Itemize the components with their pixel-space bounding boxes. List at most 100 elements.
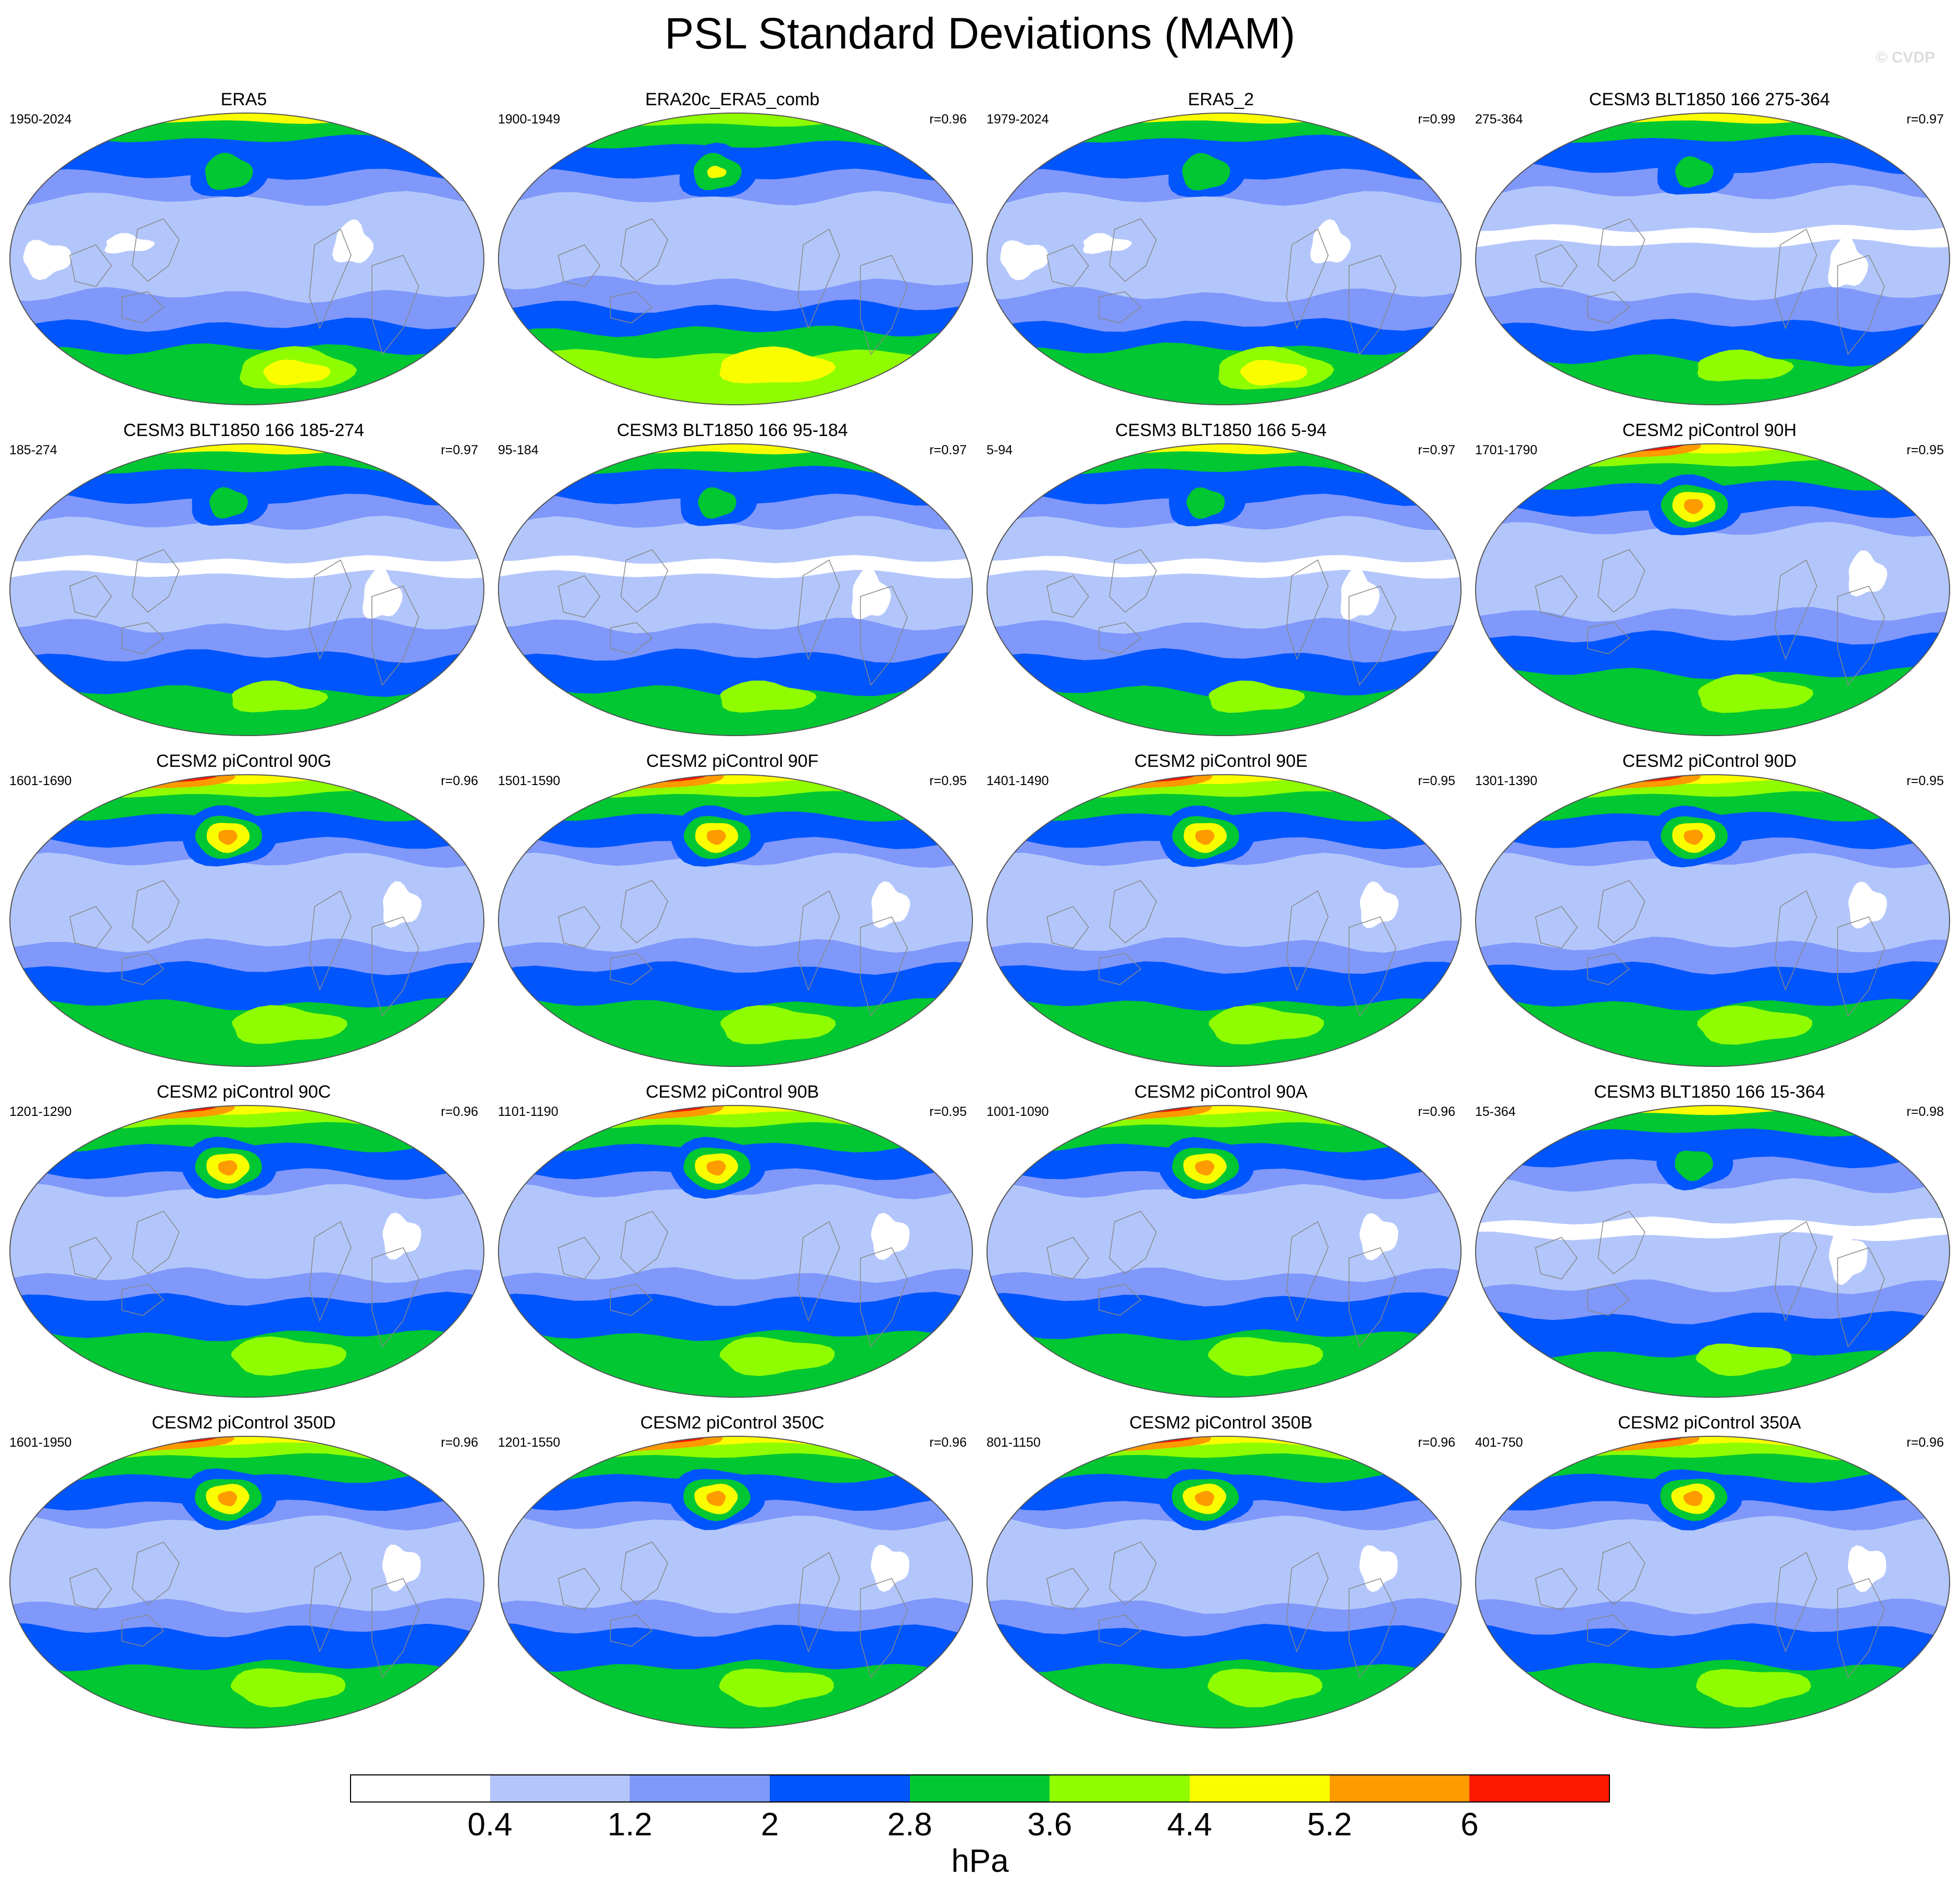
panel-correlation: r=0.97 bbox=[929, 443, 967, 457]
map-contour-plot bbox=[498, 1105, 973, 1398]
colorbar-swatch bbox=[1050, 1774, 1190, 1803]
map-contour-plot bbox=[1475, 1105, 1950, 1398]
coastline bbox=[1587, 953, 1630, 985]
contour-region bbox=[1476, 444, 1950, 455]
map-outline bbox=[498, 443, 973, 736]
contour-region bbox=[1849, 550, 1888, 596]
coastline bbox=[1349, 1247, 1396, 1348]
panel-years: 1601-1690 bbox=[9, 774, 72, 788]
contour-region bbox=[10, 555, 484, 579]
coastline bbox=[1775, 1551, 1817, 1653]
coastline bbox=[309, 559, 352, 661]
coastline bbox=[121, 953, 165, 985]
coastline bbox=[797, 1221, 840, 1322]
map-panel-grid: ERA5 1950-2024 ERA20c_ERA5_comb 1900-1949 r=… bbox=[0, 89, 1953, 1735]
panel-title: CESM3 BLT1850 166 15-364 bbox=[1594, 1082, 1825, 1102]
contour-region bbox=[218, 829, 238, 845]
map-panel: CESM2 piControl 350B 801-1150 r=0.96 bbox=[977, 1412, 1465, 1735]
panel-correlation: r=0.95 bbox=[929, 1104, 967, 1119]
map-panel: CESM3 BLT1850 166 185-274 185-274 r=0.97 bbox=[0, 419, 488, 742]
contour-region bbox=[1683, 1490, 1703, 1506]
contour-region bbox=[719, 1668, 834, 1708]
coastline bbox=[1775, 228, 1817, 330]
coastline bbox=[1837, 916, 1885, 1017]
map-outline bbox=[9, 443, 484, 736]
panel-title: CESM2 piControl 90B bbox=[645, 1082, 819, 1102]
contour-region bbox=[1195, 1160, 1215, 1176]
contour-region bbox=[263, 359, 331, 386]
coastline bbox=[558, 1237, 601, 1279]
figure-title: PSL Standard Deviations (MAM) bbox=[665, 9, 1295, 58]
map-outline bbox=[1475, 443, 1950, 736]
panel-title: CESM3 BLT1850 166 185-274 bbox=[123, 420, 365, 440]
panel-title: CESM2 piControl 90E bbox=[1134, 751, 1308, 771]
contour-region bbox=[231, 1336, 346, 1376]
coastline bbox=[1286, 559, 1329, 661]
colorbar-swatch bbox=[1329, 1774, 1470, 1803]
coastline bbox=[371, 1578, 419, 1679]
contour-region bbox=[498, 775, 972, 787]
coastline bbox=[1098, 291, 1142, 324]
coastline bbox=[1109, 218, 1157, 282]
panel-years: 1401-1490 bbox=[987, 774, 1049, 788]
coastline bbox=[860, 255, 908, 355]
coastline bbox=[1098, 953, 1142, 985]
coastline bbox=[1098, 622, 1142, 654]
coastline bbox=[1837, 255, 1885, 355]
contour-region bbox=[1697, 349, 1794, 381]
panel-title: CESM2 piControl 90H bbox=[1622, 420, 1797, 440]
map-contour-plot bbox=[498, 443, 973, 736]
map-contour-plot bbox=[987, 1105, 1462, 1398]
coastline bbox=[860, 1578, 908, 1679]
panel-title: CESM3 BLT1850 166 5-94 bbox=[1115, 420, 1327, 440]
map-contour-plot bbox=[9, 774, 484, 1067]
colorbar-swatch bbox=[909, 1774, 1051, 1803]
colorbar-tick-label: 1.2 bbox=[607, 1807, 653, 1843]
coastline bbox=[1349, 1578, 1396, 1679]
panel-years: 5-94 bbox=[987, 443, 1013, 457]
panel-title: CESM2 piControl 90F bbox=[646, 751, 819, 771]
coastline bbox=[610, 291, 653, 324]
contour-region bbox=[707, 829, 726, 845]
coastline bbox=[1597, 1211, 1645, 1274]
contour-region bbox=[1697, 1005, 1813, 1045]
colorbar-swatch bbox=[630, 1774, 770, 1803]
coastline bbox=[620, 880, 668, 943]
contour-region bbox=[1476, 1105, 1950, 1117]
coastline bbox=[309, 1551, 352, 1653]
panel-years: 15-364 bbox=[1475, 1104, 1516, 1119]
coastline bbox=[309, 1221, 352, 1322]
panel-title: CESM2 piControl 90A bbox=[1134, 1082, 1308, 1102]
map-panel: CESM2 piControl 90D 1301-1390 r=0.95 bbox=[1466, 750, 1953, 1073]
coastline bbox=[558, 1568, 601, 1610]
coastline bbox=[1286, 890, 1329, 991]
coastline bbox=[69, 575, 112, 618]
panel-years: 1900-1949 bbox=[498, 112, 560, 127]
panel-correlation: r=0.95 bbox=[1906, 443, 1944, 457]
panel-title: CESM2 piControl 350B bbox=[1129, 1413, 1313, 1433]
coastline bbox=[1837, 1247, 1885, 1348]
panel-correlation: r=0.95 bbox=[929, 774, 967, 788]
contour-region bbox=[871, 881, 910, 928]
contour-region bbox=[1847, 1545, 1887, 1593]
map-contour-plot bbox=[9, 1436, 484, 1729]
coastline bbox=[121, 291, 165, 324]
coastline bbox=[1837, 586, 1885, 686]
contour-region bbox=[1208, 1005, 1324, 1045]
contour-region bbox=[1340, 567, 1380, 620]
coastline bbox=[610, 1614, 653, 1647]
coastline bbox=[1597, 1542, 1645, 1605]
contour-region bbox=[498, 113, 972, 127]
panel-years: 1201-1550 bbox=[498, 1435, 560, 1450]
coastline bbox=[1286, 1551, 1329, 1653]
coastline bbox=[309, 890, 352, 991]
map-panel: CESM3 BLT1850 166 95-184 95-184 r=0.97 bbox=[489, 419, 976, 742]
contour-region bbox=[987, 555, 1461, 579]
contour-region bbox=[383, 881, 422, 928]
map-panel: CESM3 BLT1850 166 5-94 5-94 r=0.97 bbox=[977, 419, 1465, 742]
contour-region bbox=[232, 680, 328, 713]
panel-title: CESM2 piControl 90G bbox=[156, 751, 332, 771]
map-panel: CESM3 BLT1850 166 275-364 275-364 r=0.97 bbox=[1466, 89, 1953, 412]
map-contour-plot bbox=[987, 774, 1462, 1067]
panel-correlation: r=0.97 bbox=[1418, 443, 1455, 457]
